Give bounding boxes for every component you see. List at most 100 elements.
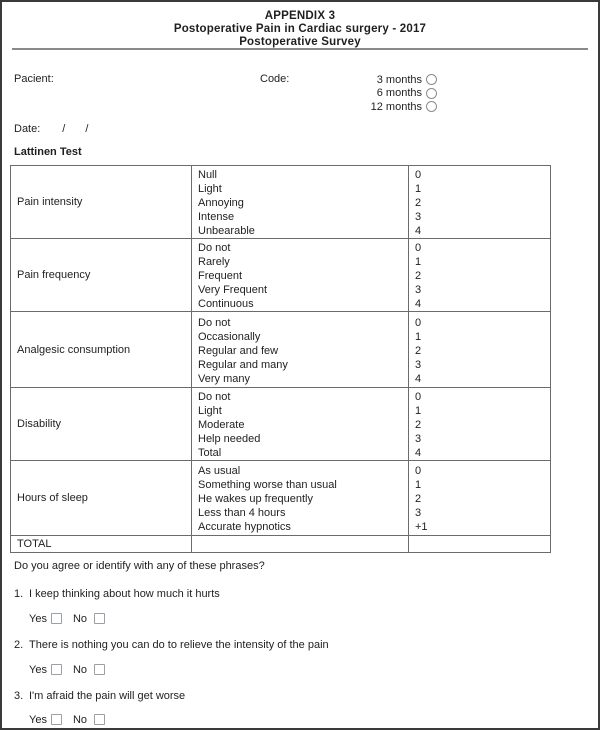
scores-cell: 0 1 2 3 4 [408,311,551,388]
question-item: 1. I keep thinking about how much it hurt… [14,588,220,601]
scores-cell: 0 1 2 3 4 [408,387,551,461]
yes-label: Yes [29,714,47,726]
option-score: 0 [415,169,422,181]
option-score: 0 [415,391,422,403]
code-option-row: 12 months [342,100,437,113]
option-label: He wakes up frequently [198,493,313,505]
date-slash: / [62,123,66,135]
survey-title: Postoperative Pain in Cardiac surgery - … [173,23,427,35]
table-row: Pain intensity Null Light Annoying Inten… [10,165,551,239]
option-score: 3 [415,433,422,445]
option-label: Regular and few [198,344,279,357]
option-score: 2 [415,419,422,431]
code-options-group: 3 months 6 months 12 months [342,73,437,114]
survey-subtitle: Postoperative Survey [239,36,361,48]
total-row: TOTAL [10,535,551,553]
yes-checkbox[interactable] [50,613,62,624]
option-score: 3 [415,358,422,371]
date-slash: / [85,123,89,135]
option-label: Something worse than usual [198,479,337,491]
question-number: 3. [14,690,24,702]
question-number: 1. [14,588,24,600]
options-cell: Do not Rarely Frequent Very Frequent Con… [191,238,409,312]
option-score: 4 [415,298,422,310]
option-score: 2 [415,270,422,282]
no-checkbox[interactable] [94,613,106,624]
table-row: Hours of sleep As usual Something worse … [10,460,551,536]
options-cell: Do not Occasionally Regular and few Regu… [191,311,409,388]
no-label: No [72,664,88,676]
option-score: 1 [415,330,422,343]
code-option-label: 6 months [376,87,422,99]
question-item: 2. There is nothing you can do to relieve… [14,639,329,652]
option-label: Total [198,447,222,459]
option-score: 2 [415,197,422,209]
option-score: 0 [415,242,422,254]
option-label: Very Frequent [198,284,268,296]
no-checkbox[interactable] [94,664,106,675]
option-score: 4 [415,447,422,459]
yes-no-row: Yes No [29,714,106,727]
yes-checkbox[interactable] [50,664,62,675]
total-label-cell: TOTAL [10,535,192,553]
yes-label: Yes [29,613,47,625]
option-label: Do not [198,242,231,254]
patient-label: Pacient: [14,73,54,85]
category-cell: Hours of sleep [10,460,192,536]
lattinen-table: Pain intensity Null Light Annoying Inten… [10,165,551,553]
option-score: 4 [415,372,422,385]
option-label: Frequent [198,270,243,282]
question-text: I keep thinking about how much it hurts [29,588,220,600]
option-label: Help needed [198,433,261,445]
option-label: Light [198,405,222,417]
radio-circle-icon[interactable] [426,87,437,99]
option-label: Null [198,169,217,181]
scores-cell: 0 1 2 3 4 [408,238,551,312]
question-item: 3. I'm afraid the pain will get worse [14,690,185,703]
no-label: No [72,613,88,625]
option-label: Very many [198,372,250,385]
option-score: 2 [415,344,422,357]
page-header: APPENDIX 3 Postoperative Pain in Cardiac… [2,10,598,49]
scores-cell: 0 1 2 3 4 [408,165,551,239]
total-empty-cell [191,535,409,553]
code-label: Code: [260,73,290,85]
option-label: Regular and many [198,358,288,371]
option-score: 1 [415,256,422,268]
radio-circle-icon[interactable] [426,101,437,112]
date-label: Date: [14,123,41,135]
question-number: 2. [14,639,24,651]
table-row: Disability Do not Light Moderate Help ne… [10,387,551,461]
options-cell: Do not Light Moderate Help needed Total [191,387,409,461]
option-score: 0 [415,316,422,329]
option-score: 3 [415,284,422,296]
option-label: Light [198,183,222,195]
option-label: Do not [198,391,231,403]
code-option-row: 6 months [342,87,437,100]
no-checkbox[interactable] [94,714,106,725]
option-label: Intense [198,211,235,223]
option-score: 3 [415,211,422,223]
option-label: Rarely [198,256,230,268]
category-cell: Disability [10,387,192,461]
total-score-cell [408,535,551,553]
scores-cell: 0 1 2 3 +1 [408,460,551,536]
option-label: Moderate [198,419,245,431]
category-cell: Pain intensity [10,165,192,239]
option-label: Less than 4 hours [198,507,286,519]
radio-circle-icon[interactable] [426,74,437,85]
no-label: No [72,714,88,726]
yes-label: Yes [29,664,47,676]
table-row: Pain frequency Do not Rarely Frequent Ve… [10,238,551,312]
option-score: 1 [415,479,422,491]
yes-no-row: Yes No [29,664,106,677]
questions-prompt: Do you agree or identify with any of the… [14,560,265,572]
option-score: 0 [415,465,422,477]
yes-checkbox[interactable] [50,714,62,725]
appendix-title: APPENDIX 3 [264,10,336,22]
options-cell: As usual Something worse than usual He w… [191,460,409,536]
section-title: Lattinen Test [14,146,82,158]
option-score: 1 [415,183,422,195]
option-label: Accurate hypnotics [198,521,291,533]
option-label: Unbearable [198,225,255,237]
